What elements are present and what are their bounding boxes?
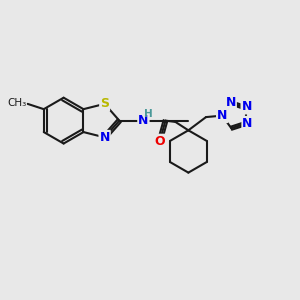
Text: O: O	[155, 135, 166, 148]
Text: N: N	[242, 117, 253, 130]
Text: N: N	[242, 100, 252, 113]
Text: N: N	[138, 114, 148, 127]
Text: H: H	[144, 109, 153, 119]
Text: N: N	[226, 96, 236, 109]
Text: N: N	[99, 131, 110, 144]
Text: S: S	[100, 98, 109, 110]
Text: CH₃: CH₃	[7, 98, 26, 108]
Text: N: N	[217, 109, 227, 122]
